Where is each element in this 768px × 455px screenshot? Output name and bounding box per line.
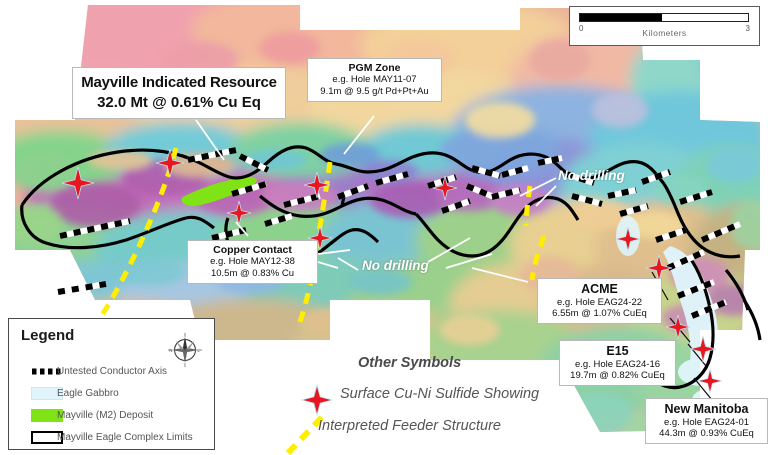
complex-limits-swatch <box>31 431 63 444</box>
callout-line3: 10.5m @ 0.83% Cu <box>210 267 295 279</box>
callout-acme[interactable]: ACME e.g. Hole EAG24-22 6.55m @ 1.07% Cu… <box>537 278 662 325</box>
svg-text:N: N <box>169 348 172 353</box>
legend-panel: Legend N L Untested Conductor Axis <box>8 318 215 450</box>
other-symbols-label-showing: Surface Cu-Ni Sulfide Showing <box>340 386 540 402</box>
compass-rose-icon: N L <box>167 332 203 368</box>
callout-e15[interactable]: E15 e.g. Hole EAG24-16 19.7m @ 0.82% CuE… <box>559 340 676 387</box>
callout-new-manitoba[interactable]: New Manitoba e.g. Hole EAG24-01 44.3m @ … <box>645 398 768 445</box>
callout-title: ACME <box>581 282 618 296</box>
callout-line3: 44.3m @ 0.93% CuEq <box>659 427 754 439</box>
scale-bar-max-label: 3 <box>745 24 750 33</box>
callout-copper-contact[interactable]: Copper Contact e.g. Hole MAY12-38 10.5m … <box>187 240 318 284</box>
callout-title: E15 <box>606 344 629 358</box>
callout-pgm-zone[interactable]: PGM Zone e.g. Hole MAY11-07 9.1m @ 9.5 g… <box>307 58 442 102</box>
red-star-icon <box>300 383 334 417</box>
map-label-no-drilling-central: No drilling <box>362 258 429 273</box>
callout-line2: e.g. Hole EAG24-01 <box>663 416 750 428</box>
scale-bar-unit-label: Kilometers <box>642 28 687 38</box>
legend-label-eagle-gabbro: Eagle Gabbro <box>57 388 119 399</box>
scale-bar-track <box>579 13 749 22</box>
callout-title: Mayville Indicated Resource <box>81 74 277 91</box>
mayville-m2-swatch <box>31 409 63 422</box>
map-label-no-drilling-east: No drilling <box>558 168 625 183</box>
callout-line3: 19.7m @ 0.82% CuEq <box>570 369 665 381</box>
callout-leader-lines <box>195 115 557 283</box>
mayville-m2-deposit <box>181 176 257 207</box>
callout-line3: 6.55m @ 1.07% CuEq <box>552 307 647 319</box>
legend-label-conductor-axis: Untested Conductor Axis <box>57 366 168 377</box>
callout-title: New Manitoba <box>664 402 749 416</box>
dashed-conductor-line-icon <box>32 368 62 375</box>
callout-title: Copper Contact <box>213 244 292 256</box>
scale-bar-fill <box>580 14 663 21</box>
legend-label-complex-limits: Mayville Eagle Complex Limits <box>57 432 193 443</box>
other-symbols-block: Other Symbols Surface Cu-Ni Sulfide Show… <box>285 355 600 455</box>
callout-line2: e.g. Hole MAY11-07 <box>332 74 417 86</box>
surface-showing-stars <box>61 148 723 394</box>
scale-bar-min-label: 0 <box>579 24 584 33</box>
callout-line3: 9.1m @ 9.5 g/t Pd+Pt+Au <box>320 85 429 97</box>
callout-title: PGM Zone <box>348 62 401 74</box>
interpreted-feeder-structure <box>97 147 547 323</box>
scale-bar: 0 3 Kilometers <box>569 6 760 46</box>
legend-label-mayville-m2: Mayville (M2) Deposit <box>57 410 154 421</box>
yellow-dashed-line-icon <box>285 413 327 455</box>
eagle-gabbro-swatch <box>31 387 63 400</box>
callout-line2: e.g. Hole MAY12-38 <box>210 256 295 268</box>
callout-line2: 32.0 Mt @ 0.61% Cu Eq <box>97 93 261 111</box>
untested-conductor-axes <box>57 147 742 319</box>
callout-line2: e.g. Hole EAG24-16 <box>574 358 661 370</box>
callout-mayville-indicated-resource[interactable]: Mayville Indicated Resource 32.0 Mt @ 0.… <box>72 67 286 120</box>
other-symbols-heading: Other Symbols <box>358 355 462 371</box>
legend-title: Legend <box>21 327 75 344</box>
callout-line2: e.g. Hole EAG24-22 <box>556 296 643 308</box>
svg-text:L: L <box>197 348 200 353</box>
other-symbols-label-feeder: Interpreted Feeder Structure <box>318 418 501 434</box>
